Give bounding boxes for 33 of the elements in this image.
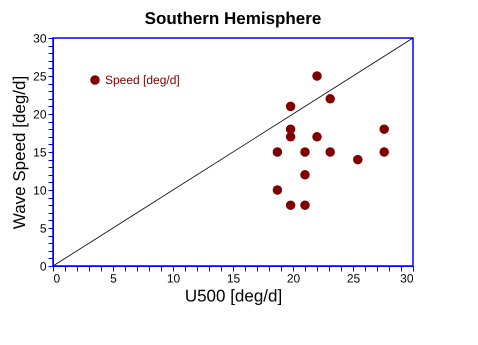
point [325,94,335,104]
y-tick-label: 30 [33,32,47,46]
point [312,132,322,142]
x-tick-label: 20 [286,272,300,286]
y-tick-label: 0 [40,260,47,274]
point [286,132,296,142]
point [379,147,389,157]
x-tick-label: 25 [346,272,360,286]
point [300,147,310,157]
x-tick-label: 0 [54,272,60,286]
y-tick-label: 15 [33,146,47,160]
chart-title: Southern Hemisphere [144,9,322,28]
x-axis-title: U500 [deg/d] [184,286,282,306]
point [379,124,389,134]
point [300,200,310,210]
x-tick-label: 10 [166,272,180,286]
legend-label: Speed [deg/d] [105,73,180,87]
point [272,185,282,195]
x-tick-label: 15 [226,272,240,286]
point [353,154,363,164]
y-tick-label: 20 [33,108,47,122]
point [300,170,310,180]
y-tick-label: 5 [40,222,47,236]
point [286,102,296,112]
point [312,71,322,81]
y-tick-label: 10 [33,184,47,198]
y-tick-label: 25 [33,70,47,84]
x-tick-label: 30 [400,272,414,286]
point [325,147,335,157]
point [272,147,282,157]
point [286,200,296,210]
x-tick-label: 5 [110,272,118,286]
y-axis-title: Wave Speed [deg/d] [10,76,30,230]
